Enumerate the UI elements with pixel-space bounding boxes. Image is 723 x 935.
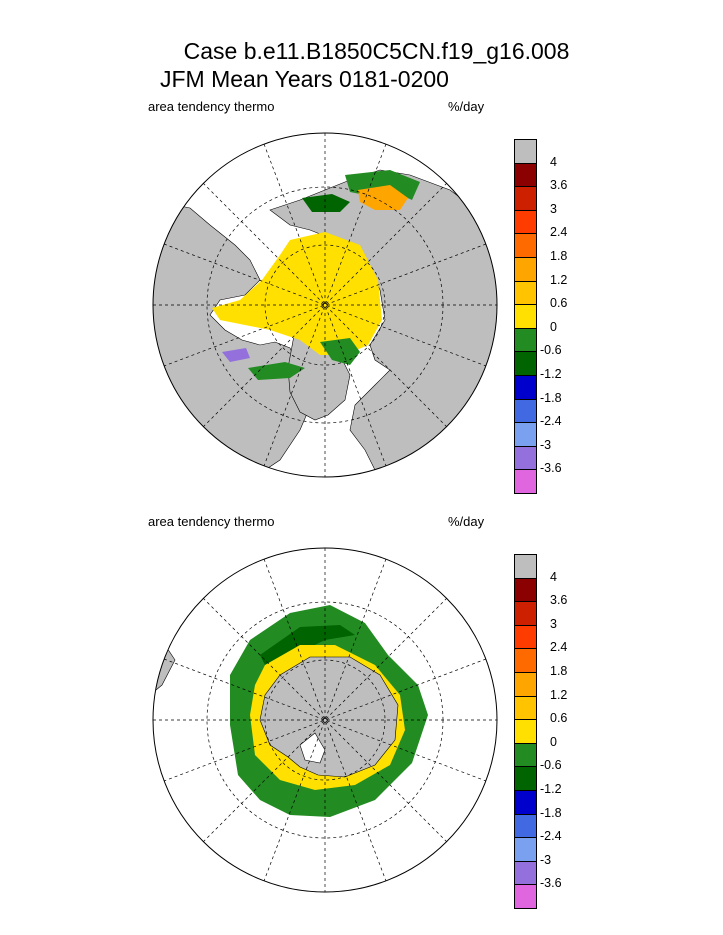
arctic-ice-positive (212, 232, 382, 355)
labrador-ice-edge (320, 338, 360, 365)
colorbar-segment (514, 884, 537, 909)
colorbar-segment (514, 648, 537, 672)
chart-title-line1: Case b.e11.B1850C5CN.f19_g16.008 (183, 38, 570, 64)
colorbar-segment (514, 422, 537, 446)
colorbar-segment (514, 554, 537, 578)
colorbar-segment (514, 789, 537, 814)
colorbar-segment (514, 351, 537, 375)
colorbar-tick-label: -3.6 (540, 461, 562, 476)
colorbar-tick-label: -0.6 (540, 758, 562, 773)
colorbar-segment (514, 398, 537, 423)
colorbar-segment (514, 209, 537, 234)
colorbar-tick-label: 1.8 (550, 664, 568, 678)
colorbar-tick-label: 3 (550, 201, 557, 216)
ross-sea-open (299, 732, 326, 764)
colorbar-tick-label: 4 (550, 154, 557, 169)
colorbar-tick-label: 1.2 (550, 272, 568, 287)
colorbar-segment (514, 469, 537, 494)
colorbar-segment (514, 256, 537, 281)
colorbar-segment (514, 139, 537, 163)
colorbar-tick-label: 4 (550, 569, 557, 584)
colorbar-segment (514, 695, 537, 720)
colorbar-tick-label: 0.6 (550, 296, 568, 311)
land-antarctica (259, 656, 399, 778)
panel2-units-label: %/day (448, 514, 485, 529)
colorbar-tick-label: 1.2 (550, 687, 568, 702)
colorbar-tick-label: 2.4 (550, 225, 568, 240)
colorbar-tick-label: 3 (550, 616, 557, 631)
colorbar-segment (514, 601, 537, 625)
bering-ice-edge (248, 362, 305, 380)
colorbar-segment (514, 162, 537, 187)
colorbar-tick-label: -3.6 (540, 876, 562, 891)
colorbar-tick-label: -1.8 (540, 805, 562, 820)
colorbar-tick-label: -1.2 (540, 782, 562, 796)
colorbar-tick-label: -1.8 (540, 390, 562, 405)
colorbar-segment (514, 233, 537, 257)
colorbar-tick-label: 1.8 (550, 249, 568, 263)
colorbar-tick-label: -3 (540, 437, 552, 452)
colorbar-segment (514, 327, 537, 352)
colorbar-tick-label: -2.4 (540, 414, 562, 429)
colorbar-tick-label: 0 (550, 734, 557, 749)
colorbar-segment (514, 837, 537, 861)
north-polar-map (152, 132, 498, 478)
barents-orange (358, 185, 408, 210)
colorbar-segment (514, 671, 537, 696)
panel1-units-label: %/day (448, 99, 485, 114)
chart-title-line2: JFM Mean Years 0181-0200 (160, 66, 449, 92)
colorbar-tick-label: 3.6 (550, 178, 568, 193)
colorbar-tick-label: -1.2 (540, 367, 562, 381)
panel1-variable-label: area tendency thermo (148, 99, 275, 114)
colorbar-segment (514, 719, 537, 743)
colorbar-segment (514, 766, 537, 790)
colorbar-segment (514, 577, 537, 602)
colorbar-segment (514, 280, 537, 305)
colorbar-segment (514, 860, 537, 885)
colorbar-tick-label: 3.6 (550, 593, 568, 608)
colorbar-segment (514, 813, 537, 838)
colorbar-tick-label: -2.4 (540, 829, 562, 844)
colorbar-south (514, 554, 539, 909)
colorbar-tick-label: 0.6 (550, 711, 568, 726)
colorbar-tick-label: 2.4 (550, 640, 568, 655)
colorbar-segment (514, 186, 537, 210)
colorbar-segment (514, 624, 537, 649)
panel2-variable-label: area tendency thermo (148, 514, 275, 529)
colorbar-segment (514, 374, 537, 399)
colorbar-tick-label: 0 (550, 319, 557, 334)
colorbar-north (514, 139, 539, 494)
colorbar-segment (514, 445, 537, 470)
colorbar-tick-label: -3 (540, 852, 552, 867)
bering-purple (222, 348, 250, 362)
colorbar-segment (514, 742, 537, 767)
south-polar-map (152, 547, 498, 893)
colorbar-segment (514, 304, 537, 328)
colorbar-tick-label: -0.6 (540, 343, 562, 358)
barents-dark-edge (302, 194, 350, 212)
